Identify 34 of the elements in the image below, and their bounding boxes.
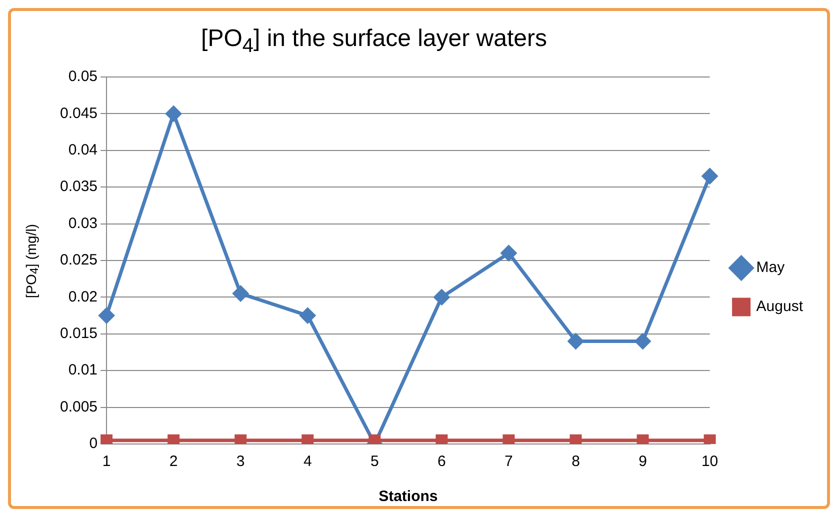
- point: [635, 333, 651, 349]
- point: [434, 289, 450, 305]
- y-tick-label: 0: [89, 435, 98, 452]
- point: [98, 308, 114, 324]
- x-tick-label: 6: [438, 453, 446, 470]
- point: [232, 286, 248, 302]
- y-tick-label: 0.015: [60, 325, 98, 342]
- x-tick-label: 3: [236, 453, 245, 470]
- x-tick-label: 8: [572, 453, 580, 470]
- point: [300, 308, 316, 324]
- y-tick-label: 0.045: [60, 104, 98, 122]
- y-tick-label: 0.035: [60, 178, 98, 196]
- point: [568, 333, 584, 349]
- x-tick-label: 5: [370, 453, 379, 470]
- y-tick-label: 0.03: [68, 214, 98, 232]
- point: [702, 168, 718, 184]
- x-tick-label: 2: [169, 453, 178, 470]
- chart-title: [PO$_{4}$] in the surface layer waters: [200, 24, 548, 59]
- x-tick-label: 10: [701, 453, 718, 470]
- y-tick-label: 0.005: [60, 398, 98, 416]
- y-tick-label: 0.025: [60, 252, 98, 269]
- point: [166, 106, 182, 122]
- point: [500, 245, 516, 261]
- legend-label: May: [756, 259, 786, 276]
- x-tick-label: 7: [504, 453, 513, 470]
- legend-label: August: [756, 298, 804, 316]
- y-tick-label: 0.02: [68, 288, 98, 306]
- y-tick-label: 0.04: [68, 142, 98, 159]
- x-tick-label: 1: [102, 453, 111, 470]
- x-tick-label: 4: [303, 453, 312, 470]
- x-tick-label: 9: [638, 453, 647, 470]
- y-tick-label: 0.05: [68, 68, 98, 86]
- x-axis-title: Stations: [378, 488, 438, 506]
- y-tick-label: 0.01: [68, 362, 98, 379]
